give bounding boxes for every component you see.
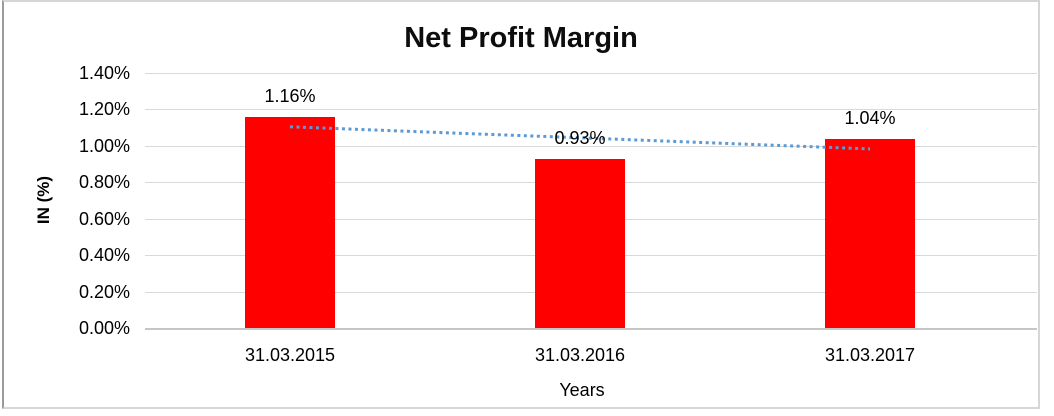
data-label: 0.93% <box>554 128 606 148</box>
x-axis-title: Years <box>559 380 605 400</box>
x-axis-category-label: 31.03.2015 <box>244 345 336 365</box>
y-axis-tick-label: 0.40% <box>78 245 130 265</box>
x-axis-category-label: 31.03.2016 <box>534 345 626 365</box>
y-axis-tick-label: 0.80% <box>78 172 130 192</box>
gridline <box>145 328 1037 330</box>
y-axis-title: IN (%) <box>34 175 53 225</box>
x-axis-category-label: 31.03.2017 <box>824 345 916 365</box>
bar-31.03.2017 <box>825 139 915 328</box>
y-axis-tick-label: 1.40% <box>78 63 130 83</box>
gridline <box>145 109 1037 110</box>
y-axis-tick-label: 1.00% <box>78 136 130 156</box>
bar-31.03.2016 <box>535 159 625 328</box>
y-axis-tick-label: 0.00% <box>78 318 130 338</box>
data-label: 1.04% <box>844 108 896 128</box>
y-axis-tick-label: 0.60% <box>78 209 130 229</box>
bar-31.03.2015 <box>245 117 335 328</box>
y-axis-tick-label: 1.20% <box>78 99 130 119</box>
chart-title: Net Profit Margin <box>404 22 638 54</box>
gridline <box>145 73 1037 74</box>
data-label: 1.16% <box>264 86 316 106</box>
chart-frame: Net Profit Margin 0.00% 0.20% 0.40% 0.60% 0.… <box>2 0 1040 409</box>
y-axis-tick-label: 0.20% <box>78 282 130 302</box>
